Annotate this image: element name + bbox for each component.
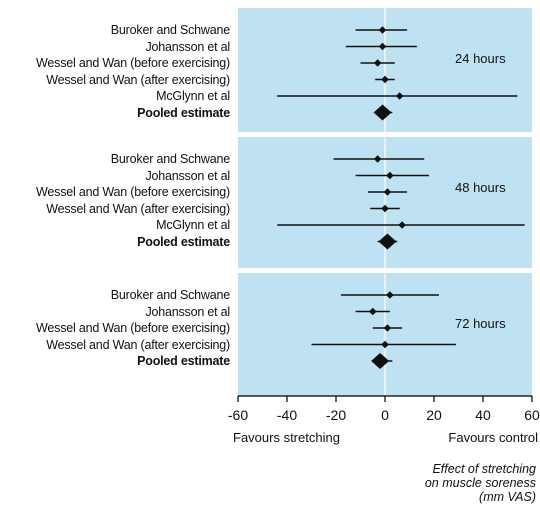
x-axis-title-line: (mm VAS) <box>479 490 536 504</box>
x-axis-title-line: on muscle soreness <box>424 476 536 490</box>
point-estimate-marker <box>381 340 389 349</box>
point-estimate-marker <box>381 204 389 213</box>
study-label: Wessel and Wan (after exercising) <box>46 72 230 87</box>
study-label: Johansson et al <box>145 39 230 54</box>
x-tick-label: 60 <box>524 407 540 423</box>
study-label: Johansson et al <box>145 168 230 183</box>
study-label: Wessel and Wan (after exercising) <box>46 337 230 352</box>
pooled-estimate-label: Pooled estimate <box>137 234 230 249</box>
study-label: Wessel and Wan (before exercising) <box>36 321 230 335</box>
point-estimate-marker <box>373 59 382 67</box>
point-estimate-marker <box>378 42 387 51</box>
panel-label: 72 hours <box>455 316 506 331</box>
study-label: Johansson et al <box>145 304 230 319</box>
pooled-estimate-diamond <box>373 104 392 121</box>
study-label: Buroker and Schwane <box>110 288 230 302</box>
pooled-estimate-label: Pooled estimate <box>137 105 230 120</box>
point-estimate-marker <box>386 291 394 299</box>
x-tick-label: -40 <box>276 407 298 423</box>
pooled-estimate-diamond <box>371 353 390 369</box>
panel-label: 24 hours <box>455 51 506 66</box>
x-tick-label: 40 <box>475 407 491 423</box>
panel-label: 48 hours <box>455 180 506 195</box>
point-estimate-marker <box>386 171 394 180</box>
study-label: McGlynn et al <box>156 218 230 232</box>
point-estimate-marker <box>383 324 392 332</box>
study-label: McGlynn et al <box>156 89 230 103</box>
point-estimate-marker <box>373 155 382 163</box>
point-estimate-marker <box>395 92 404 100</box>
point-estimate-marker <box>383 188 392 196</box>
study-label: Wessel and Wan (before exercising) <box>36 185 230 199</box>
point-estimate-marker <box>381 75 389 84</box>
point-estimate-marker <box>368 307 377 316</box>
study-label: Buroker and Schwane <box>110 23 230 37</box>
point-estimate-marker <box>398 221 406 229</box>
x-tick-label: 0 <box>381 407 389 423</box>
x-tick-label: 20 <box>426 407 442 423</box>
pooled-estimate-label: Pooled estimate <box>137 354 230 368</box>
favours-control-label: Favours control <box>448 430 538 445</box>
pooled-estimate-diamond <box>378 233 397 250</box>
favours-stretching-label: Favours stretching <box>233 430 340 445</box>
study-label: Wessel and Wan (before exercising) <box>36 56 230 70</box>
x-tick-label: -20 <box>325 407 347 423</box>
study-label: Buroker and Schwane <box>110 152 230 166</box>
x-axis-title-line: Effect of stretching <box>432 462 536 476</box>
point-estimate-marker <box>378 26 387 34</box>
x-axis-title: Effect of stretching on muscle soreness (m… <box>336 462 536 504</box>
study-label: Wessel and Wan (after exercising) <box>46 201 230 216</box>
x-tick-label: -60 <box>227 407 249 423</box>
